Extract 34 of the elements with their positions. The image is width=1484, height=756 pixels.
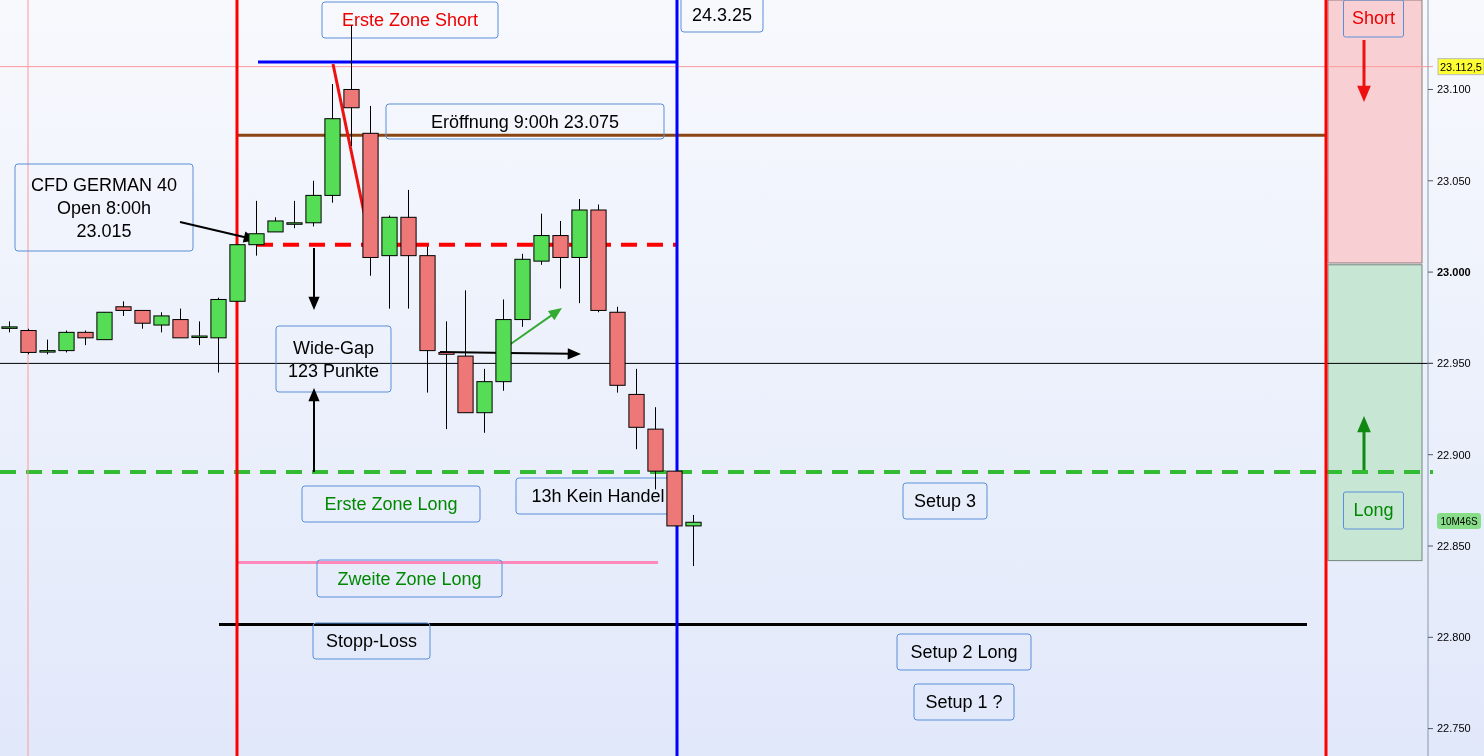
annotation: 24.3.25 xyxy=(691,4,753,25)
annotation: Erste Zone Long xyxy=(324,494,458,515)
annotation: Setup 1 ? xyxy=(925,692,1003,713)
candlestick xyxy=(685,514,702,567)
y-tick-label: 22.850 xyxy=(1437,539,1471,552)
annotation: Erste Zone Short xyxy=(341,10,479,31)
candlestick xyxy=(153,311,170,333)
candlestick xyxy=(286,200,303,229)
y-tick-label: 22.950 xyxy=(1437,357,1471,370)
y-tick-label: 23.100 xyxy=(1437,83,1471,96)
annotation: Stopp-Loss xyxy=(325,631,418,652)
annotation: Setup 2 Long xyxy=(910,642,1018,663)
ref-line-label: 23.112,5 xyxy=(1439,60,1483,73)
annotation: Setup 3 xyxy=(913,491,977,512)
band-label: Short xyxy=(1351,8,1396,29)
y-tick-label: 22.900 xyxy=(1437,448,1471,461)
candlestick xyxy=(20,328,37,355)
candlestick xyxy=(191,320,208,346)
y-tick-label: 22.800 xyxy=(1437,631,1471,644)
annotation: Eröffnung 9:00h 23.075 xyxy=(431,111,619,132)
annotation: Zweite Zone Long xyxy=(337,568,482,589)
annotation: CFD GERMAN 40 Open 8:00h 23.015 xyxy=(30,174,178,241)
y-tick-label: 23.050 xyxy=(1437,174,1471,187)
band-label: Long xyxy=(1353,500,1394,521)
candlestick xyxy=(248,200,265,257)
y-tick-label: 22.750 xyxy=(1437,722,1471,735)
candlestick xyxy=(552,220,569,290)
candlestick xyxy=(134,309,151,330)
candlestick xyxy=(58,330,75,353)
annotation: 13h Kein Handel xyxy=(531,486,665,507)
annotation: Wide-Gap 123 Punkte xyxy=(287,337,380,381)
y-tick-label: 23.000 xyxy=(1437,265,1471,278)
candlestick xyxy=(172,308,189,339)
candlestick xyxy=(343,25,360,147)
